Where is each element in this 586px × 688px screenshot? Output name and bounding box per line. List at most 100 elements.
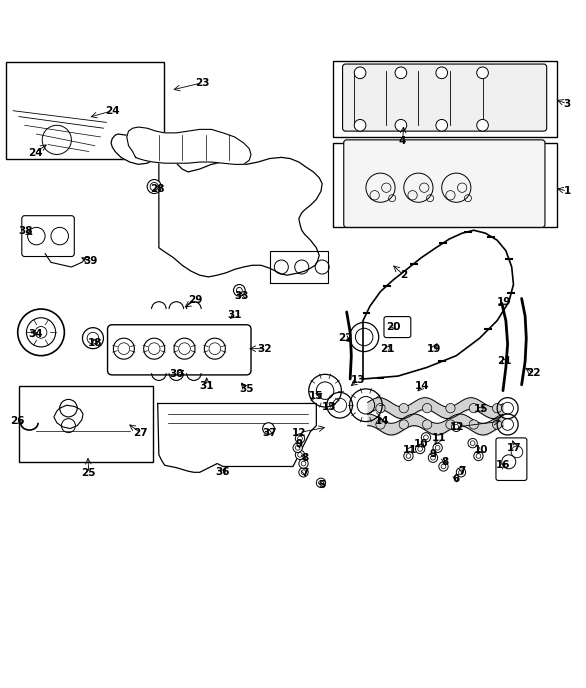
Text: 37: 37 [263, 428, 277, 438]
Circle shape [299, 459, 308, 469]
Circle shape [355, 67, 366, 78]
Text: 9: 9 [430, 449, 437, 459]
Text: 30: 30 [169, 369, 183, 379]
Text: 12: 12 [450, 422, 465, 432]
Text: 38: 38 [19, 226, 33, 237]
Circle shape [446, 420, 455, 429]
Circle shape [446, 403, 455, 413]
Text: 15: 15 [309, 391, 323, 402]
Text: 14: 14 [374, 416, 389, 426]
FancyBboxPatch shape [384, 316, 411, 338]
Text: 8: 8 [441, 457, 448, 467]
Text: 13: 13 [322, 402, 336, 412]
Text: 17: 17 [507, 443, 522, 453]
Text: 2: 2 [400, 270, 407, 280]
Circle shape [421, 433, 431, 442]
Text: 10: 10 [414, 440, 428, 449]
Circle shape [474, 451, 483, 461]
Text: 32: 32 [258, 344, 272, 354]
FancyBboxPatch shape [22, 216, 74, 257]
Text: 5: 5 [319, 480, 326, 490]
Text: 36: 36 [216, 467, 230, 477]
Text: 24: 24 [105, 106, 120, 116]
Circle shape [376, 420, 385, 429]
Text: 18: 18 [87, 338, 102, 348]
Text: 26: 26 [11, 416, 25, 426]
Circle shape [456, 468, 466, 477]
Circle shape [399, 420, 408, 429]
Text: 12: 12 [292, 428, 306, 438]
Text: 29: 29 [188, 295, 202, 305]
Circle shape [295, 450, 305, 460]
Text: 15: 15 [473, 405, 488, 414]
Circle shape [295, 434, 305, 443]
Bar [19, 386, 153, 462]
Text: 16: 16 [496, 460, 510, 471]
Bar [6, 63, 163, 158]
Text: 27: 27 [133, 428, 148, 438]
Circle shape [477, 67, 488, 78]
Text: 21: 21 [497, 356, 512, 367]
Bar [333, 61, 557, 137]
Circle shape [439, 462, 448, 471]
Text: 34: 34 [28, 328, 43, 338]
Text: 3: 3 [564, 98, 571, 109]
Polygon shape [158, 403, 316, 472]
Text: 7: 7 [301, 469, 308, 478]
Circle shape [433, 443, 442, 453]
Circle shape [436, 67, 448, 78]
Text: 21: 21 [380, 344, 395, 354]
Text: 22: 22 [526, 368, 540, 378]
Text: 8: 8 [301, 453, 308, 463]
Text: 4: 4 [399, 136, 406, 146]
Circle shape [452, 422, 461, 431]
Circle shape [293, 443, 302, 453]
Circle shape [423, 420, 432, 429]
Text: 14: 14 [415, 381, 430, 391]
Text: 19: 19 [497, 297, 512, 307]
Text: 13: 13 [351, 375, 366, 385]
Text: 28: 28 [151, 184, 165, 195]
Circle shape [355, 120, 366, 131]
FancyBboxPatch shape [343, 64, 547, 131]
Circle shape [316, 478, 326, 488]
Text: 11: 11 [403, 445, 417, 455]
Circle shape [399, 403, 408, 413]
Text: 19: 19 [427, 344, 441, 354]
Text: 23: 23 [195, 78, 210, 87]
Text: 31: 31 [199, 381, 214, 391]
Polygon shape [127, 127, 251, 164]
Bar [333, 143, 557, 227]
Text: 33: 33 [234, 291, 249, 301]
Circle shape [469, 420, 478, 429]
Text: 1: 1 [564, 186, 571, 196]
Text: 10: 10 [473, 445, 488, 455]
Circle shape [376, 403, 385, 413]
Text: 39: 39 [83, 256, 97, 266]
Text: 9: 9 [295, 440, 302, 449]
Circle shape [263, 422, 274, 434]
Circle shape [404, 451, 413, 461]
Text: 20: 20 [386, 321, 401, 332]
Circle shape [477, 120, 488, 131]
Circle shape [492, 420, 502, 429]
Text: 24: 24 [28, 148, 43, 158]
Text: 6: 6 [452, 474, 460, 484]
Circle shape [395, 67, 407, 78]
Circle shape [469, 403, 478, 413]
Text: 7: 7 [458, 466, 466, 476]
Circle shape [395, 120, 407, 131]
Circle shape [299, 468, 308, 477]
FancyBboxPatch shape [496, 438, 527, 480]
FancyBboxPatch shape [344, 140, 545, 227]
Circle shape [428, 453, 438, 462]
Circle shape [436, 120, 448, 131]
Circle shape [233, 285, 245, 296]
Circle shape [423, 403, 432, 413]
Text: 11: 11 [431, 433, 446, 444]
Circle shape [492, 403, 502, 413]
Text: 25: 25 [81, 469, 96, 478]
Text: 31: 31 [227, 310, 242, 320]
Circle shape [147, 180, 161, 193]
Circle shape [468, 438, 478, 448]
